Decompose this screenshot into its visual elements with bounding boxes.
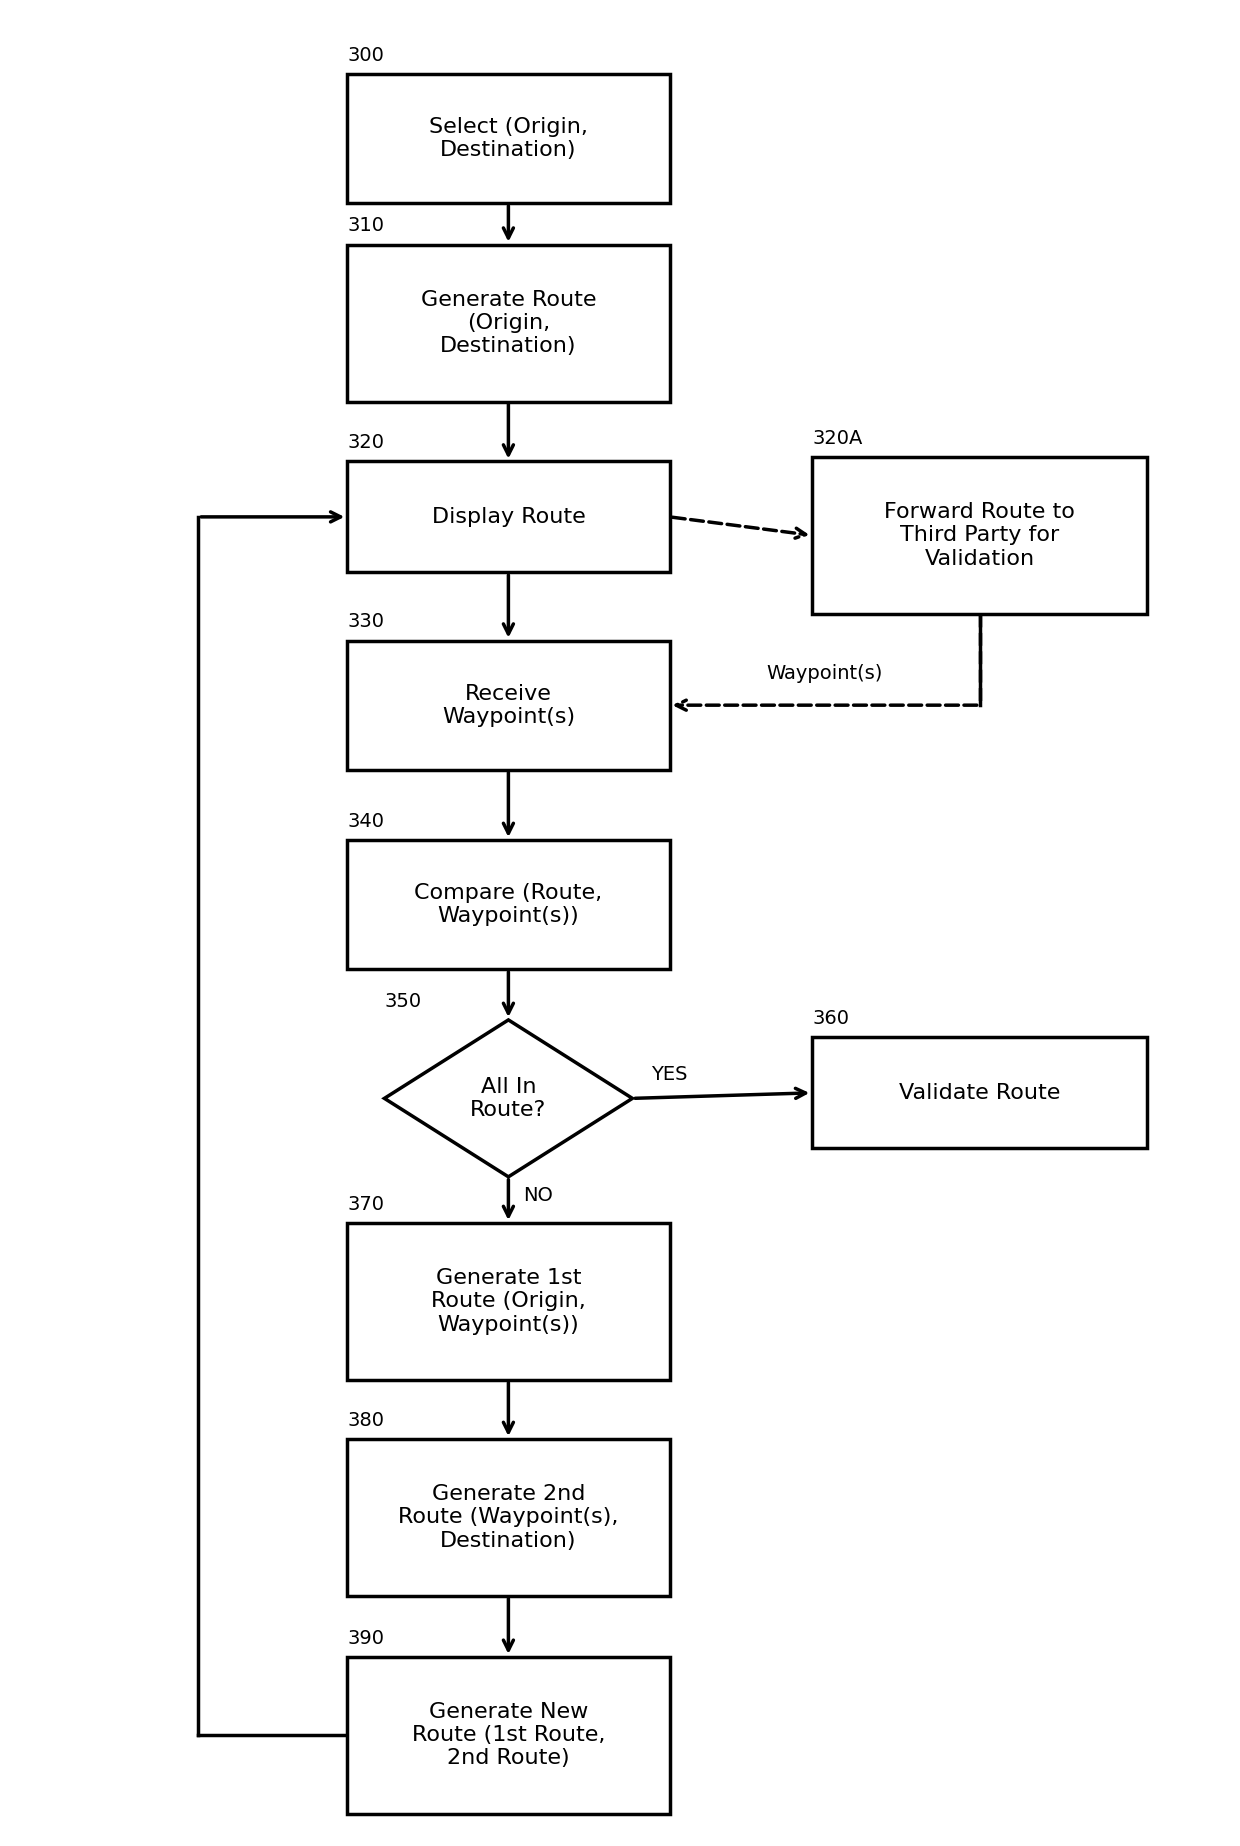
Text: Generate 1st
Route (Origin,
Waypoint(s)): Generate 1st Route (Origin, Waypoint(s)) (432, 1268, 585, 1335)
Bar (347, 641, 670, 770)
Text: Waypoint(s): Waypoint(s) (766, 665, 883, 683)
Text: Generate New
Route (1st Route,
2nd Route): Generate New Route (1st Route, 2nd Route… (412, 1702, 605, 1768)
Text: Compare (Route,
Waypoint(s)): Compare (Route, Waypoint(s)) (414, 882, 603, 927)
Bar (347, 1658, 670, 1813)
Bar (347, 462, 670, 572)
Text: NO: NO (523, 1187, 553, 1205)
Text: 320: 320 (347, 434, 384, 452)
Text: 350: 350 (384, 991, 422, 1012)
Text: Generate 2nd
Route (Waypoint(s),
Destination): Generate 2nd Route (Waypoint(s), Destina… (398, 1484, 619, 1551)
Bar (812, 458, 1147, 615)
Text: 370: 370 (347, 1194, 384, 1215)
Bar (812, 1037, 1147, 1148)
Text: Generate Route
(Origin,
Destination): Generate Route (Origin, Destination) (420, 290, 596, 356)
Text: 340: 340 (347, 812, 384, 831)
Text: 320A: 320A (812, 428, 863, 449)
Text: 380: 380 (347, 1410, 384, 1429)
Text: Receive
Waypoint(s): Receive Waypoint(s) (441, 683, 575, 727)
Text: Display Route: Display Route (432, 508, 585, 526)
Bar (347, 840, 670, 969)
Bar (347, 1222, 670, 1381)
Text: All In
Route?: All In Route? (470, 1076, 547, 1121)
Text: 360: 360 (812, 1010, 849, 1028)
Bar (347, 246, 670, 402)
Text: Select (Origin,
Destination): Select (Origin, Destination) (429, 116, 588, 161)
Text: 310: 310 (347, 216, 384, 236)
Text: 330: 330 (347, 613, 384, 631)
Text: YES: YES (651, 1065, 687, 1084)
Bar (347, 74, 670, 203)
Text: Forward Route to
Third Party for
Validation: Forward Route to Third Party for Validat… (884, 502, 1075, 569)
Text: 390: 390 (347, 1628, 384, 1647)
Polygon shape (384, 1019, 632, 1178)
Text: 300: 300 (347, 46, 384, 65)
Bar (347, 1440, 670, 1595)
Text: Validate Route: Validate Route (899, 1084, 1060, 1102)
